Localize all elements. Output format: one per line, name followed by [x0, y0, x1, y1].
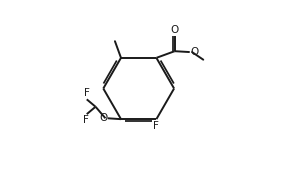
Text: O: O: [190, 47, 198, 57]
Text: F: F: [154, 121, 159, 131]
Text: F: F: [83, 115, 89, 125]
Text: O: O: [99, 113, 107, 123]
Text: O: O: [170, 25, 179, 35]
Text: F: F: [84, 88, 90, 98]
